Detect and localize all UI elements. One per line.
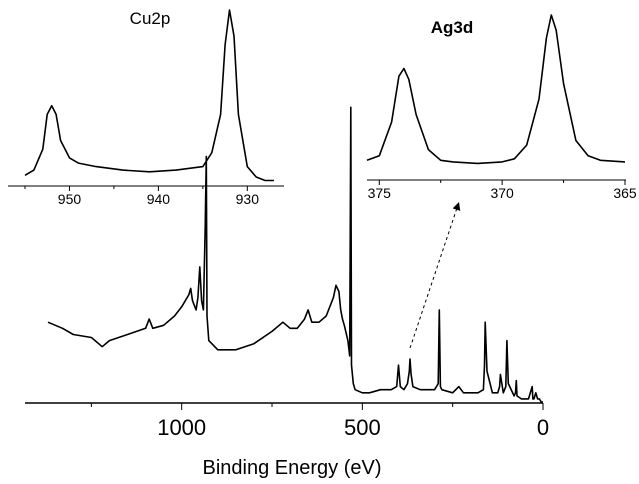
x-axis-label: Binding Energy (eV)	[203, 457, 382, 479]
cu-x-tick-label: 940	[147, 191, 171, 207]
dashed-arrow	[409, 201, 460, 349]
cu2p-inset-panel: Cu2p 950 940 930	[8, 9, 284, 207]
cu2p-spectrum-line	[24, 9, 274, 182]
main-x-tick-label: 0	[537, 415, 549, 440]
survey-spectrum-line	[47, 106, 543, 403]
ag3d-spectrum-line	[366, 14, 626, 165]
ag3d-inset-title: Ag3d	[431, 18, 474, 37]
ag3d-x-tick-labels: 375 370 365	[368, 185, 637, 201]
cu2p-x-ticks	[24, 186, 248, 191]
ag3d-x-ticks	[378, 180, 626, 185]
dashed-arrow-head	[452, 202, 461, 211]
ag3d-inset-panel: Ag3d 375 370 365	[366, 14, 637, 201]
cu2p-x-tick-labels: 950 940 930	[58, 191, 259, 207]
main-x-ticks	[90, 403, 544, 410]
cu-x-tick-label: 950	[58, 191, 82, 207]
main-survey-panel: 1000 500 0 Binding Energy (eV)	[25, 106, 549, 479]
cu-x-tick-label: 930	[236, 191, 260, 207]
ag-x-tick-label: 375	[368, 185, 392, 201]
main-x-tick-labels: 1000 500 0	[157, 415, 549, 440]
ag-x-tick-label: 365	[613, 185, 637, 201]
main-x-tick-label: 500	[344, 415, 381, 440]
ag-x-tick-label: 370	[490, 185, 514, 201]
cu2p-inset-title: Cu2p	[130, 9, 171, 28]
main-x-tick-label: 1000	[157, 415, 206, 440]
